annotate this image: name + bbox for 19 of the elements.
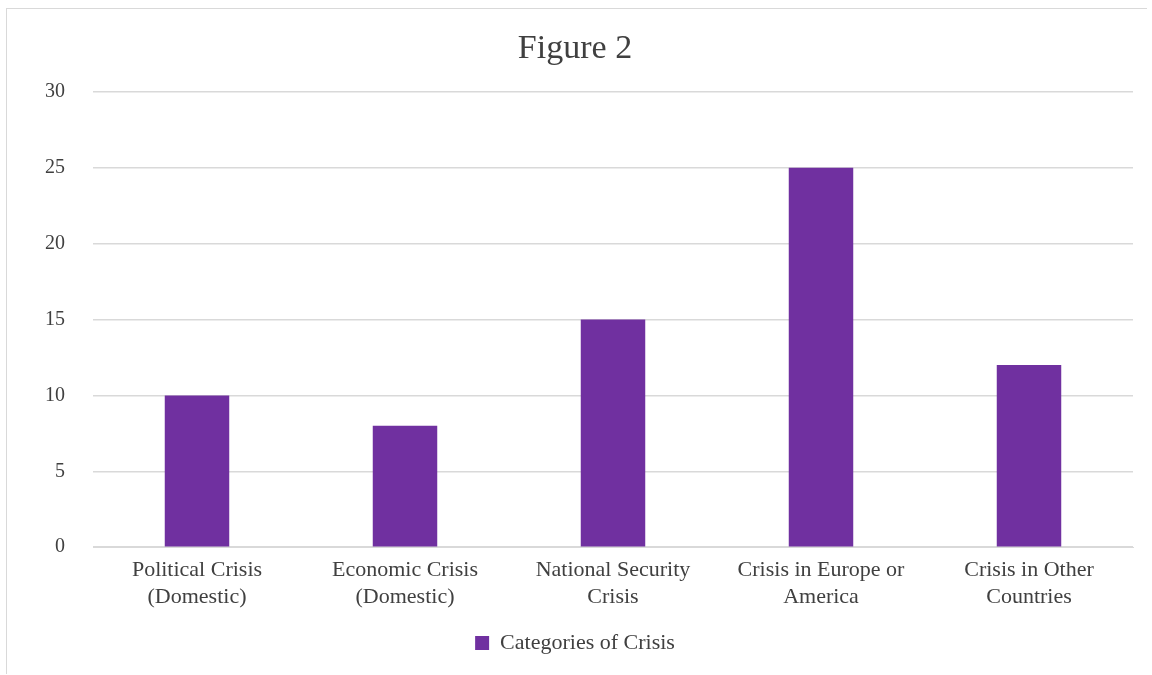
bar	[164, 395, 230, 547]
bar	[580, 319, 646, 547]
y-tick-label: 30	[45, 79, 65, 102]
y-tick-label: 15	[45, 306, 65, 329]
x-tick-label: National Security Crisis	[535, 556, 691, 608]
y-tick-label: 0	[55, 534, 65, 557]
chart-title: Figure 2	[517, 28, 633, 66]
x-tick-label: Economic Crisis (Domestic)	[331, 556, 479, 608]
y-tick-label: 25	[45, 154, 65, 177]
y-tick-label: 5	[55, 458, 65, 481]
y-tick-label: 10	[45, 382, 65, 405]
x-tick-label: Crisis in Other Countries	[964, 556, 1095, 608]
y-tick-label: 20	[45, 230, 65, 253]
legend-label: Categories of Crisis	[500, 628, 675, 654]
bar	[372, 425, 438, 547]
x-tick-label: Political Crisis (Domestic)	[131, 556, 263, 608]
x-tick-label: Crisis in Europe or America	[737, 556, 906, 608]
bar	[788, 167, 854, 547]
bar	[996, 365, 1062, 547]
